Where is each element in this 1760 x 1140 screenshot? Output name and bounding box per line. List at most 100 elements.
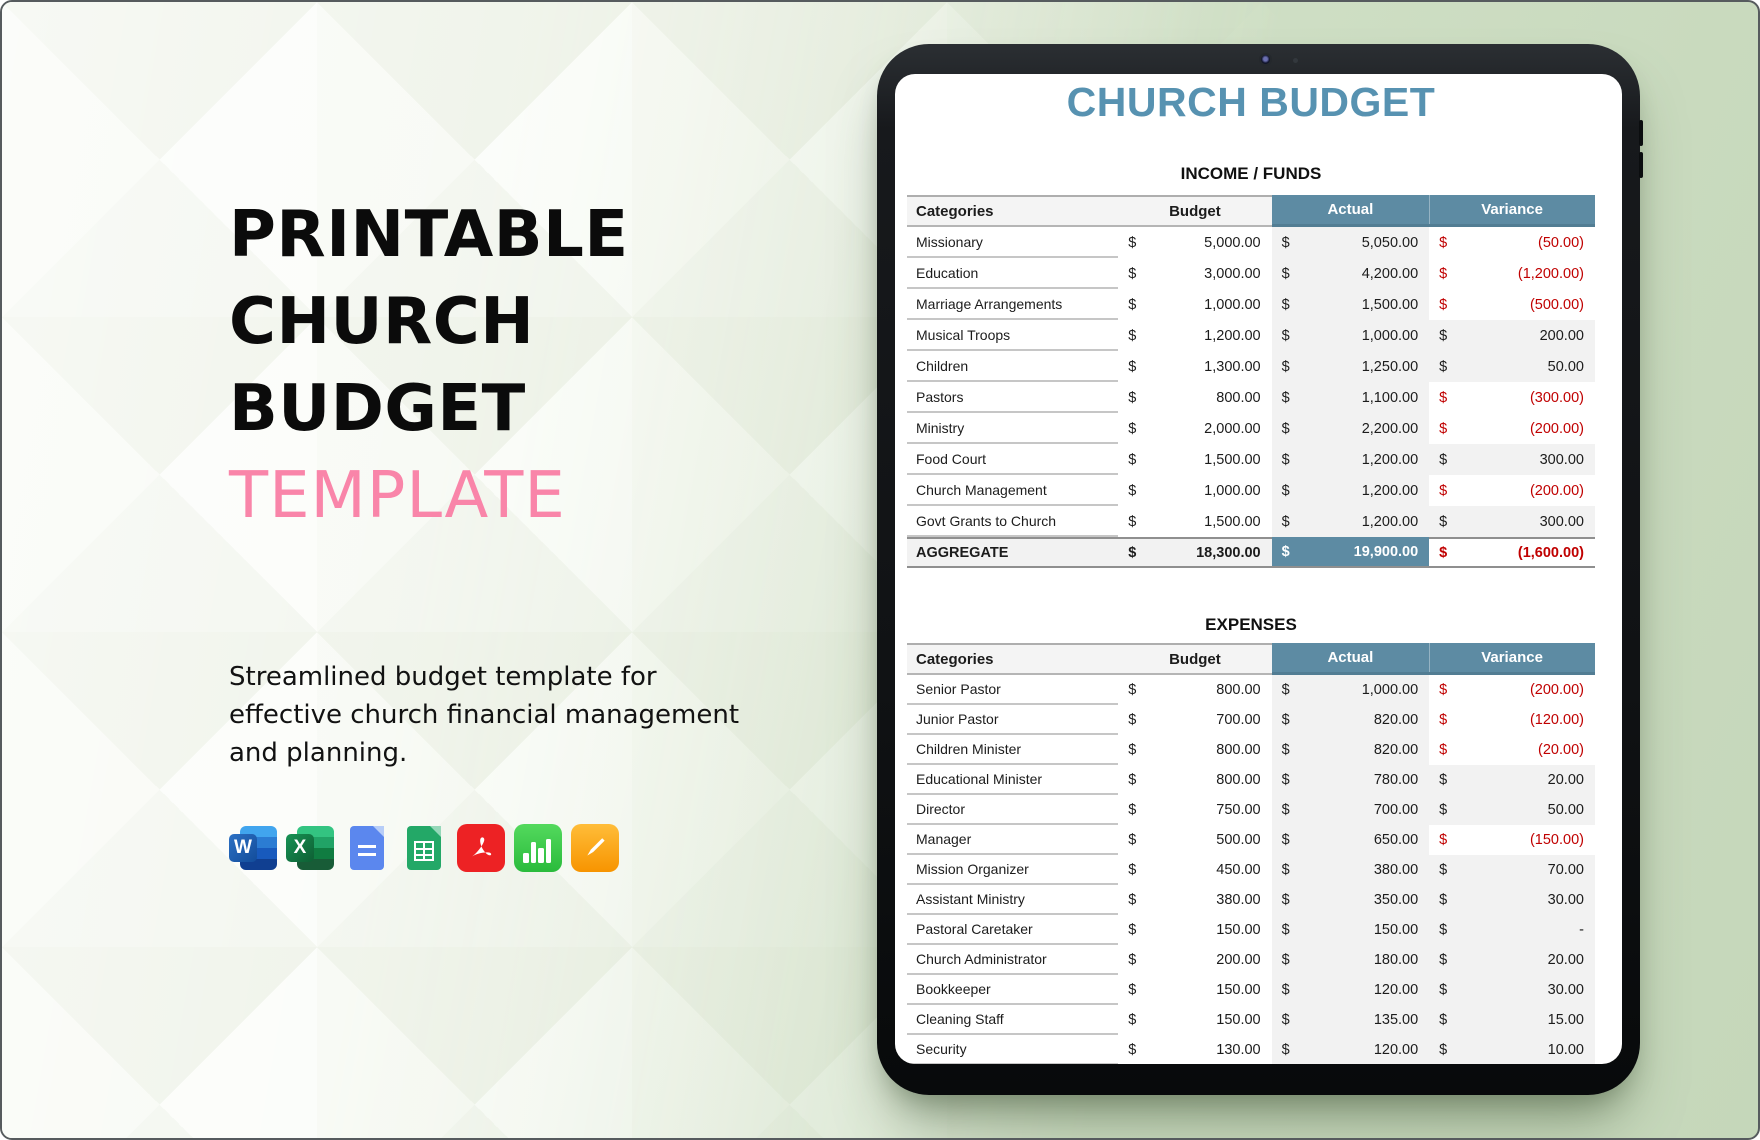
- act-cell: $1,500.00: [1271, 289, 1430, 320]
- gdoc-fold: [373, 826, 384, 837]
- var-cell: $ (200.00): [1429, 475, 1595, 506]
- table-row: Mission Organizer $450.00 $380.00 $70.00: [907, 855, 1595, 885]
- category-cell: Children Minister: [907, 735, 1119, 765]
- currency-symbol: $: [1439, 772, 1448, 788]
- amount-value: 380.00: [1216, 892, 1261, 908]
- currency-symbol: $: [1281, 327, 1290, 344]
- chart-bar: [545, 839, 551, 863]
- act-cell: $350.00: [1271, 885, 1430, 915]
- amount-value: 1,100.00: [1361, 389, 1419, 406]
- act-cell: $780.00: [1271, 765, 1430, 795]
- amount-value: 1,000.00: [1204, 482, 1261, 499]
- currency-symbol: $: [1281, 952, 1290, 968]
- var-cell: $50.00: [1429, 351, 1595, 382]
- bud-cell: $1,300.00: [1118, 351, 1271, 382]
- currency-symbol: $: [1281, 451, 1290, 468]
- bud-cell: $700.00: [1118, 705, 1271, 735]
- act-cell: $120.00: [1271, 1035, 1430, 1064]
- hero-description: Streamlined budget template for effectiv…: [229, 662, 740, 768]
- act-cell: $820.00: [1271, 705, 1430, 735]
- var-cell: $ (20.00): [1429, 735, 1595, 765]
- amount-value: 1,000.00: [1361, 682, 1419, 698]
- bud-cell: $200.00: [1118, 945, 1271, 975]
- var-cell: $20.00: [1429, 945, 1595, 975]
- category-cell: Manager: [907, 825, 1119, 855]
- currency-symbol: $: [1128, 862, 1137, 878]
- column-header-budget: Budget: [1118, 195, 1272, 227]
- amount-value: 1,000.00: [1361, 327, 1419, 344]
- amount-value: 18,300.00: [1196, 544, 1261, 561]
- currency-symbol: $: [1281, 892, 1290, 908]
- expenses-table: Categories Budget Actual Variance Senior Pas…: [907, 643, 1595, 1064]
- currency-symbol: $: [1439, 513, 1448, 530]
- tablet-volume-button: [1639, 152, 1643, 178]
- amount-value: (200.00): [1529, 420, 1584, 437]
- amount-value: 1,500.00: [1361, 296, 1419, 313]
- currency-symbol: $: [1128, 982, 1137, 998]
- hero-title-line: BUDGET: [229, 372, 526, 446]
- currency-symbol: $: [1128, 451, 1137, 468]
- amount-value: 5,000.00: [1204, 234, 1261, 251]
- amount-value: (120.00): [1529, 712, 1584, 728]
- bud-cell: $450.00: [1118, 855, 1271, 885]
- aggregate-row: AGGREGATE $18,300.00 $19,900.00 $ (1,600.00): [907, 537, 1595, 568]
- table-row: Food Court $1,500.00 $1,200.00 $300.00: [907, 444, 1595, 475]
- currency-symbol: $: [1128, 772, 1137, 788]
- category-cell: Missionary: [907, 227, 1119, 258]
- bud-cell: $800.00: [1118, 765, 1271, 795]
- amount-value: 1,500.00: [1204, 513, 1261, 530]
- file-format-icons: W X: [229, 824, 619, 872]
- table-header-row: Categories Budget Actual Variance: [907, 643, 1595, 675]
- category-cell: Director: [907, 795, 1119, 825]
- amount-value: 150.00: [1216, 982, 1261, 998]
- amount-value: (500.00): [1529, 296, 1584, 313]
- currency-symbol: $: [1281, 482, 1290, 499]
- category-cell: Bookkeeper: [907, 975, 1119, 1005]
- act-cell: $1,000.00: [1271, 320, 1430, 351]
- currency-symbol: $: [1281, 420, 1290, 437]
- table-row: Musical Troops $1,200.00 $1,000.00 $200.00: [907, 320, 1595, 351]
- table-row: Security $130.00 $120.00 $10.00: [907, 1035, 1595, 1064]
- bud-cell: $3,000.00: [1118, 258, 1271, 289]
- column-header-categories: Categories: [907, 643, 1119, 675]
- bud-cell: $5,000.00: [1118, 227, 1271, 258]
- currency-symbol: $: [1439, 544, 1448, 561]
- tablet-camera: [1260, 55, 1270, 64]
- currency-symbol: $: [1281, 1042, 1290, 1058]
- bud-cell: $800.00: [1118, 675, 1271, 705]
- amount-value: 1,500.00: [1204, 451, 1261, 468]
- bud-cell: $500.00: [1118, 825, 1271, 855]
- expenses-section-title: EXPENSES: [1205, 615, 1297, 634]
- amount-value: 1,200.00: [1361, 451, 1419, 468]
- category-cell: Security: [907, 1035, 1119, 1064]
- amount-value: 800.00: [1216, 389, 1261, 406]
- gdoc-text-lines: [358, 845, 376, 861]
- amount-value: 1,200.00: [1361, 513, 1419, 530]
- currency-symbol: $: [1281, 922, 1290, 938]
- table-row: Cleaning Staff $150.00 $135.00 $15.00: [907, 1005, 1595, 1035]
- var-cell: $20.00: [1429, 765, 1595, 795]
- aggregate-label: AGGREGATE: [907, 537, 1119, 568]
- table-row: Manager $500.00 $650.00 $ (150.00): [907, 825, 1595, 855]
- var-cell: $50.00: [1429, 795, 1595, 825]
- currency-symbol: $: [1439, 742, 1448, 758]
- excel-letter-badge: X: [286, 834, 314, 862]
- currency-symbol: $: [1439, 892, 1448, 908]
- act-cell: $1,200.00: [1271, 475, 1430, 506]
- table-row: Children Minister $800.00 $820.00 $ (20.00): [907, 735, 1595, 765]
- table-row: Ministry $2,000.00 $2,200.00 $ (200.00): [907, 413, 1595, 444]
- table-row: Pastors $800.00 $1,100.00 $ (300.00): [907, 382, 1595, 413]
- var-cell: $70.00: [1429, 855, 1595, 885]
- act-cell: $180.00: [1271, 945, 1430, 975]
- amount-value: (150.00): [1529, 832, 1584, 848]
- var-cell: $ (200.00): [1429, 413, 1595, 444]
- bud-cell: $800.00: [1118, 735, 1271, 765]
- currency-symbol: $: [1439, 862, 1448, 878]
- table-row: Missionary $5,000.00 $5,050.00 $ (50.00): [907, 227, 1595, 258]
- amount-value: 820.00: [1373, 742, 1419, 758]
- amount-value: 4,200.00: [1361, 265, 1419, 282]
- currency-symbol: $: [1439, 682, 1448, 698]
- var-cell: $ (120.00): [1429, 705, 1595, 735]
- currency-symbol: $: [1281, 742, 1290, 758]
- amount-value: 1,200.00: [1204, 327, 1261, 344]
